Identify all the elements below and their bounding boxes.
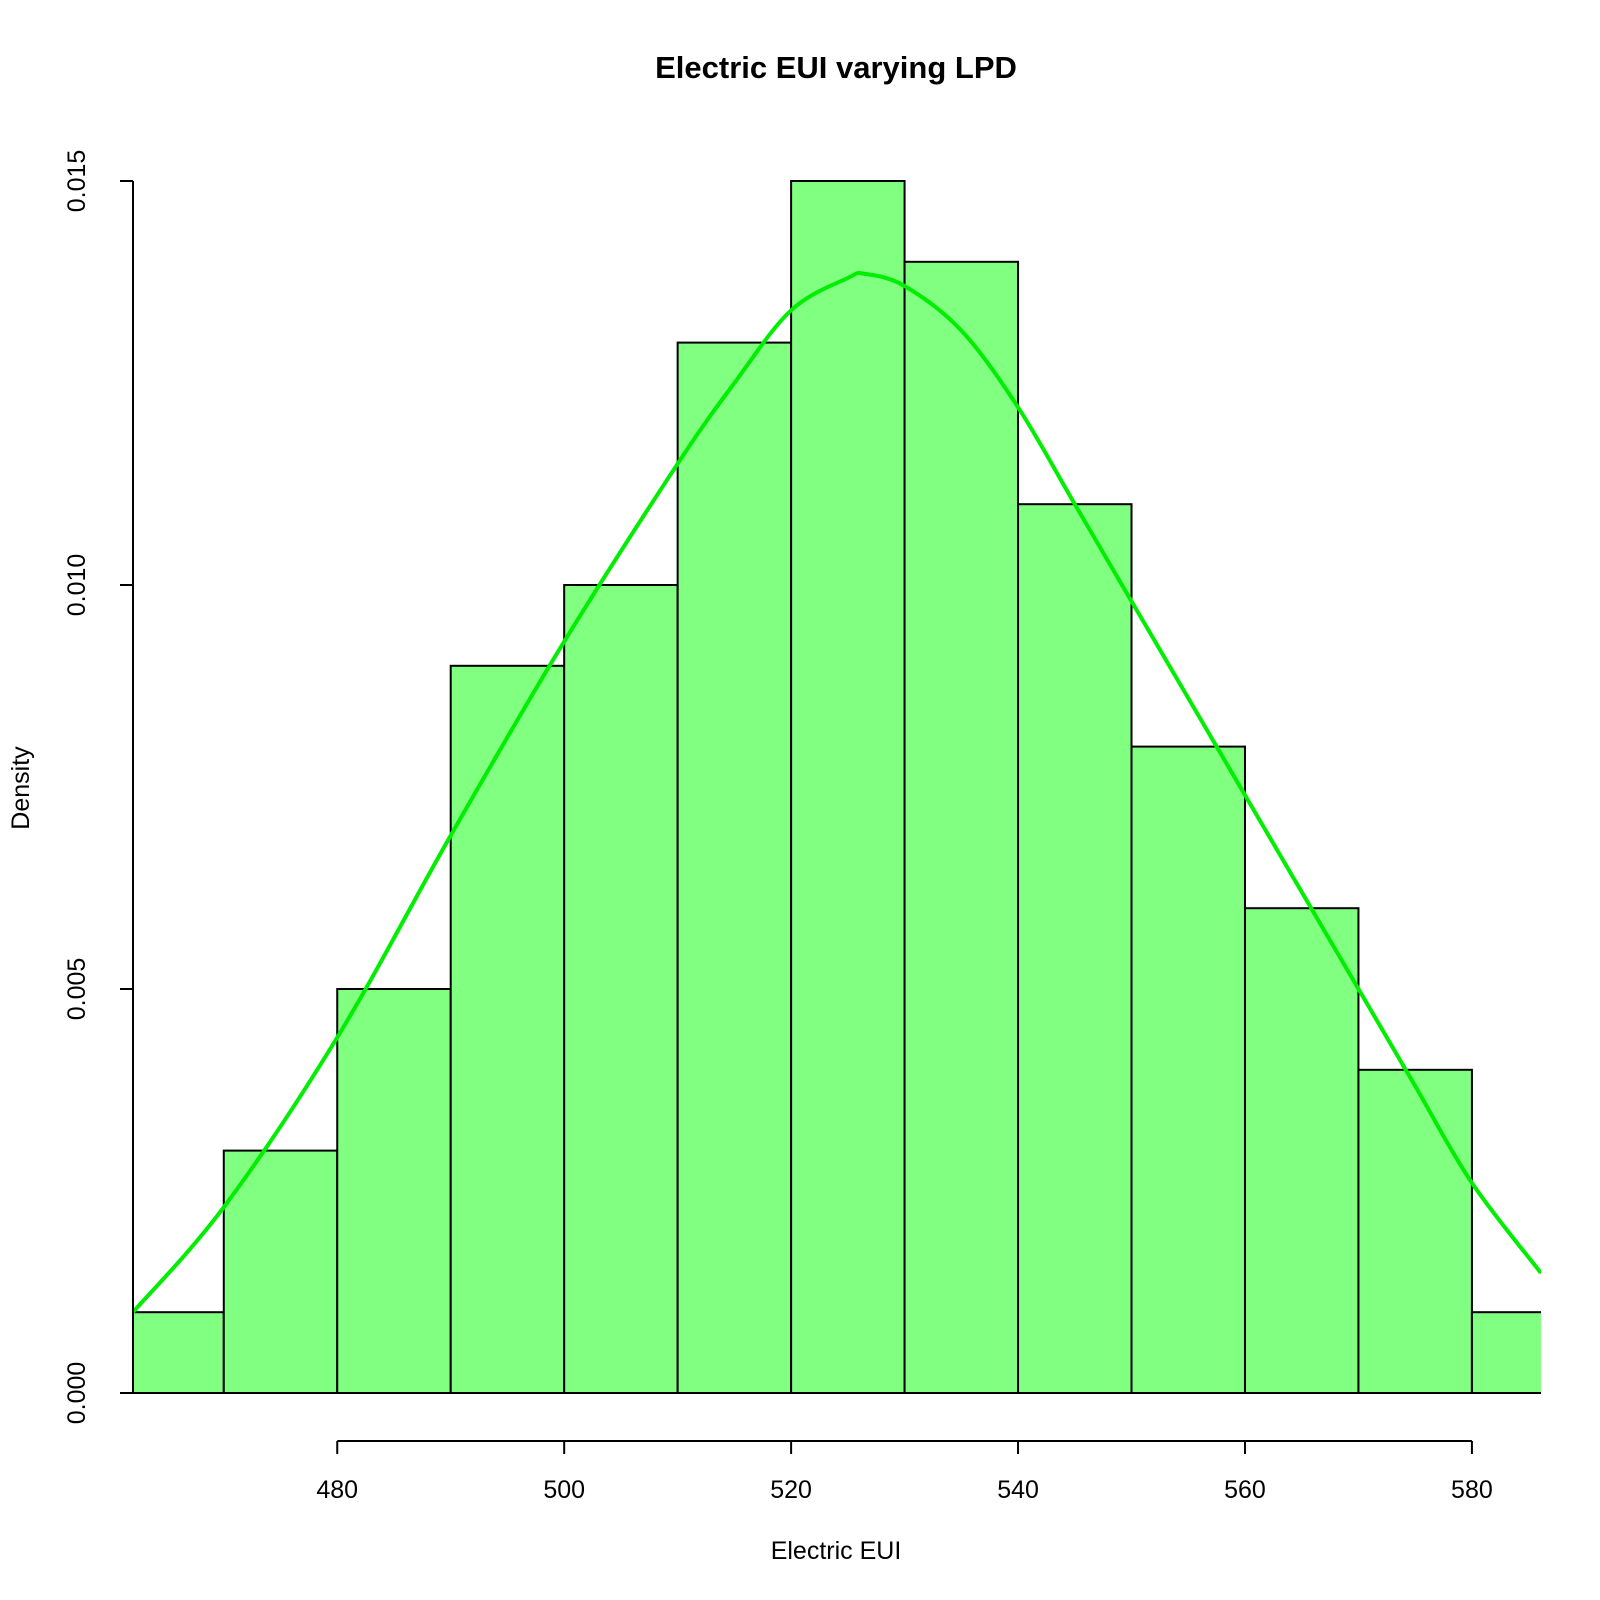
histogram-bar	[1017, 503, 1133, 1394]
histogram-bar	[790, 180, 906, 1394]
histogram-bar	[1243, 907, 1360, 1394]
histogram-bar	[449, 664, 566, 1394]
bars-layer	[132, 180, 1541, 1395]
density-curve	[132, 271, 1541, 1315]
x-tick-label: 480	[316, 1476, 358, 1504]
y-tick-label: 0.015	[63, 150, 91, 213]
chart-title: Electric EUI varying LPD	[655, 50, 1017, 85]
histogram-bar	[903, 260, 1020, 1394]
histogram-bar	[1357, 1068, 1473, 1395]
density-curve-layer	[132, 271, 1541, 1315]
x-axis-label: Electric EUI	[771, 1537, 902, 1565]
x-tick-label: 580	[1451, 1476, 1493, 1504]
y-tick-label: 0.010	[63, 554, 91, 617]
x-tick-label: 540	[997, 1476, 1039, 1504]
histogram-bar	[676, 341, 793, 1395]
y-tick-label: 0.000	[63, 1362, 91, 1425]
histogram-bar	[1130, 745, 1246, 1394]
x-tick-label: 500	[543, 1476, 585, 1504]
y-axis-label: Density	[7, 746, 35, 830]
x-tick-label: 560	[1224, 1476, 1266, 1504]
y-tick-label: 0.005	[63, 958, 91, 1021]
histogram-bar	[132, 1311, 225, 1394]
axes-layer: 0.000 0.005 0.010 0.015 480 500 520 540 560 580	[63, 150, 1540, 1504]
histogram-bar	[1470, 1311, 1541, 1394]
histogram-bar	[563, 584, 679, 1394]
histogram-bar	[222, 1149, 339, 1394]
histogram-bar	[336, 988, 452, 1394]
x-tick-label: 520	[770, 1476, 812, 1504]
